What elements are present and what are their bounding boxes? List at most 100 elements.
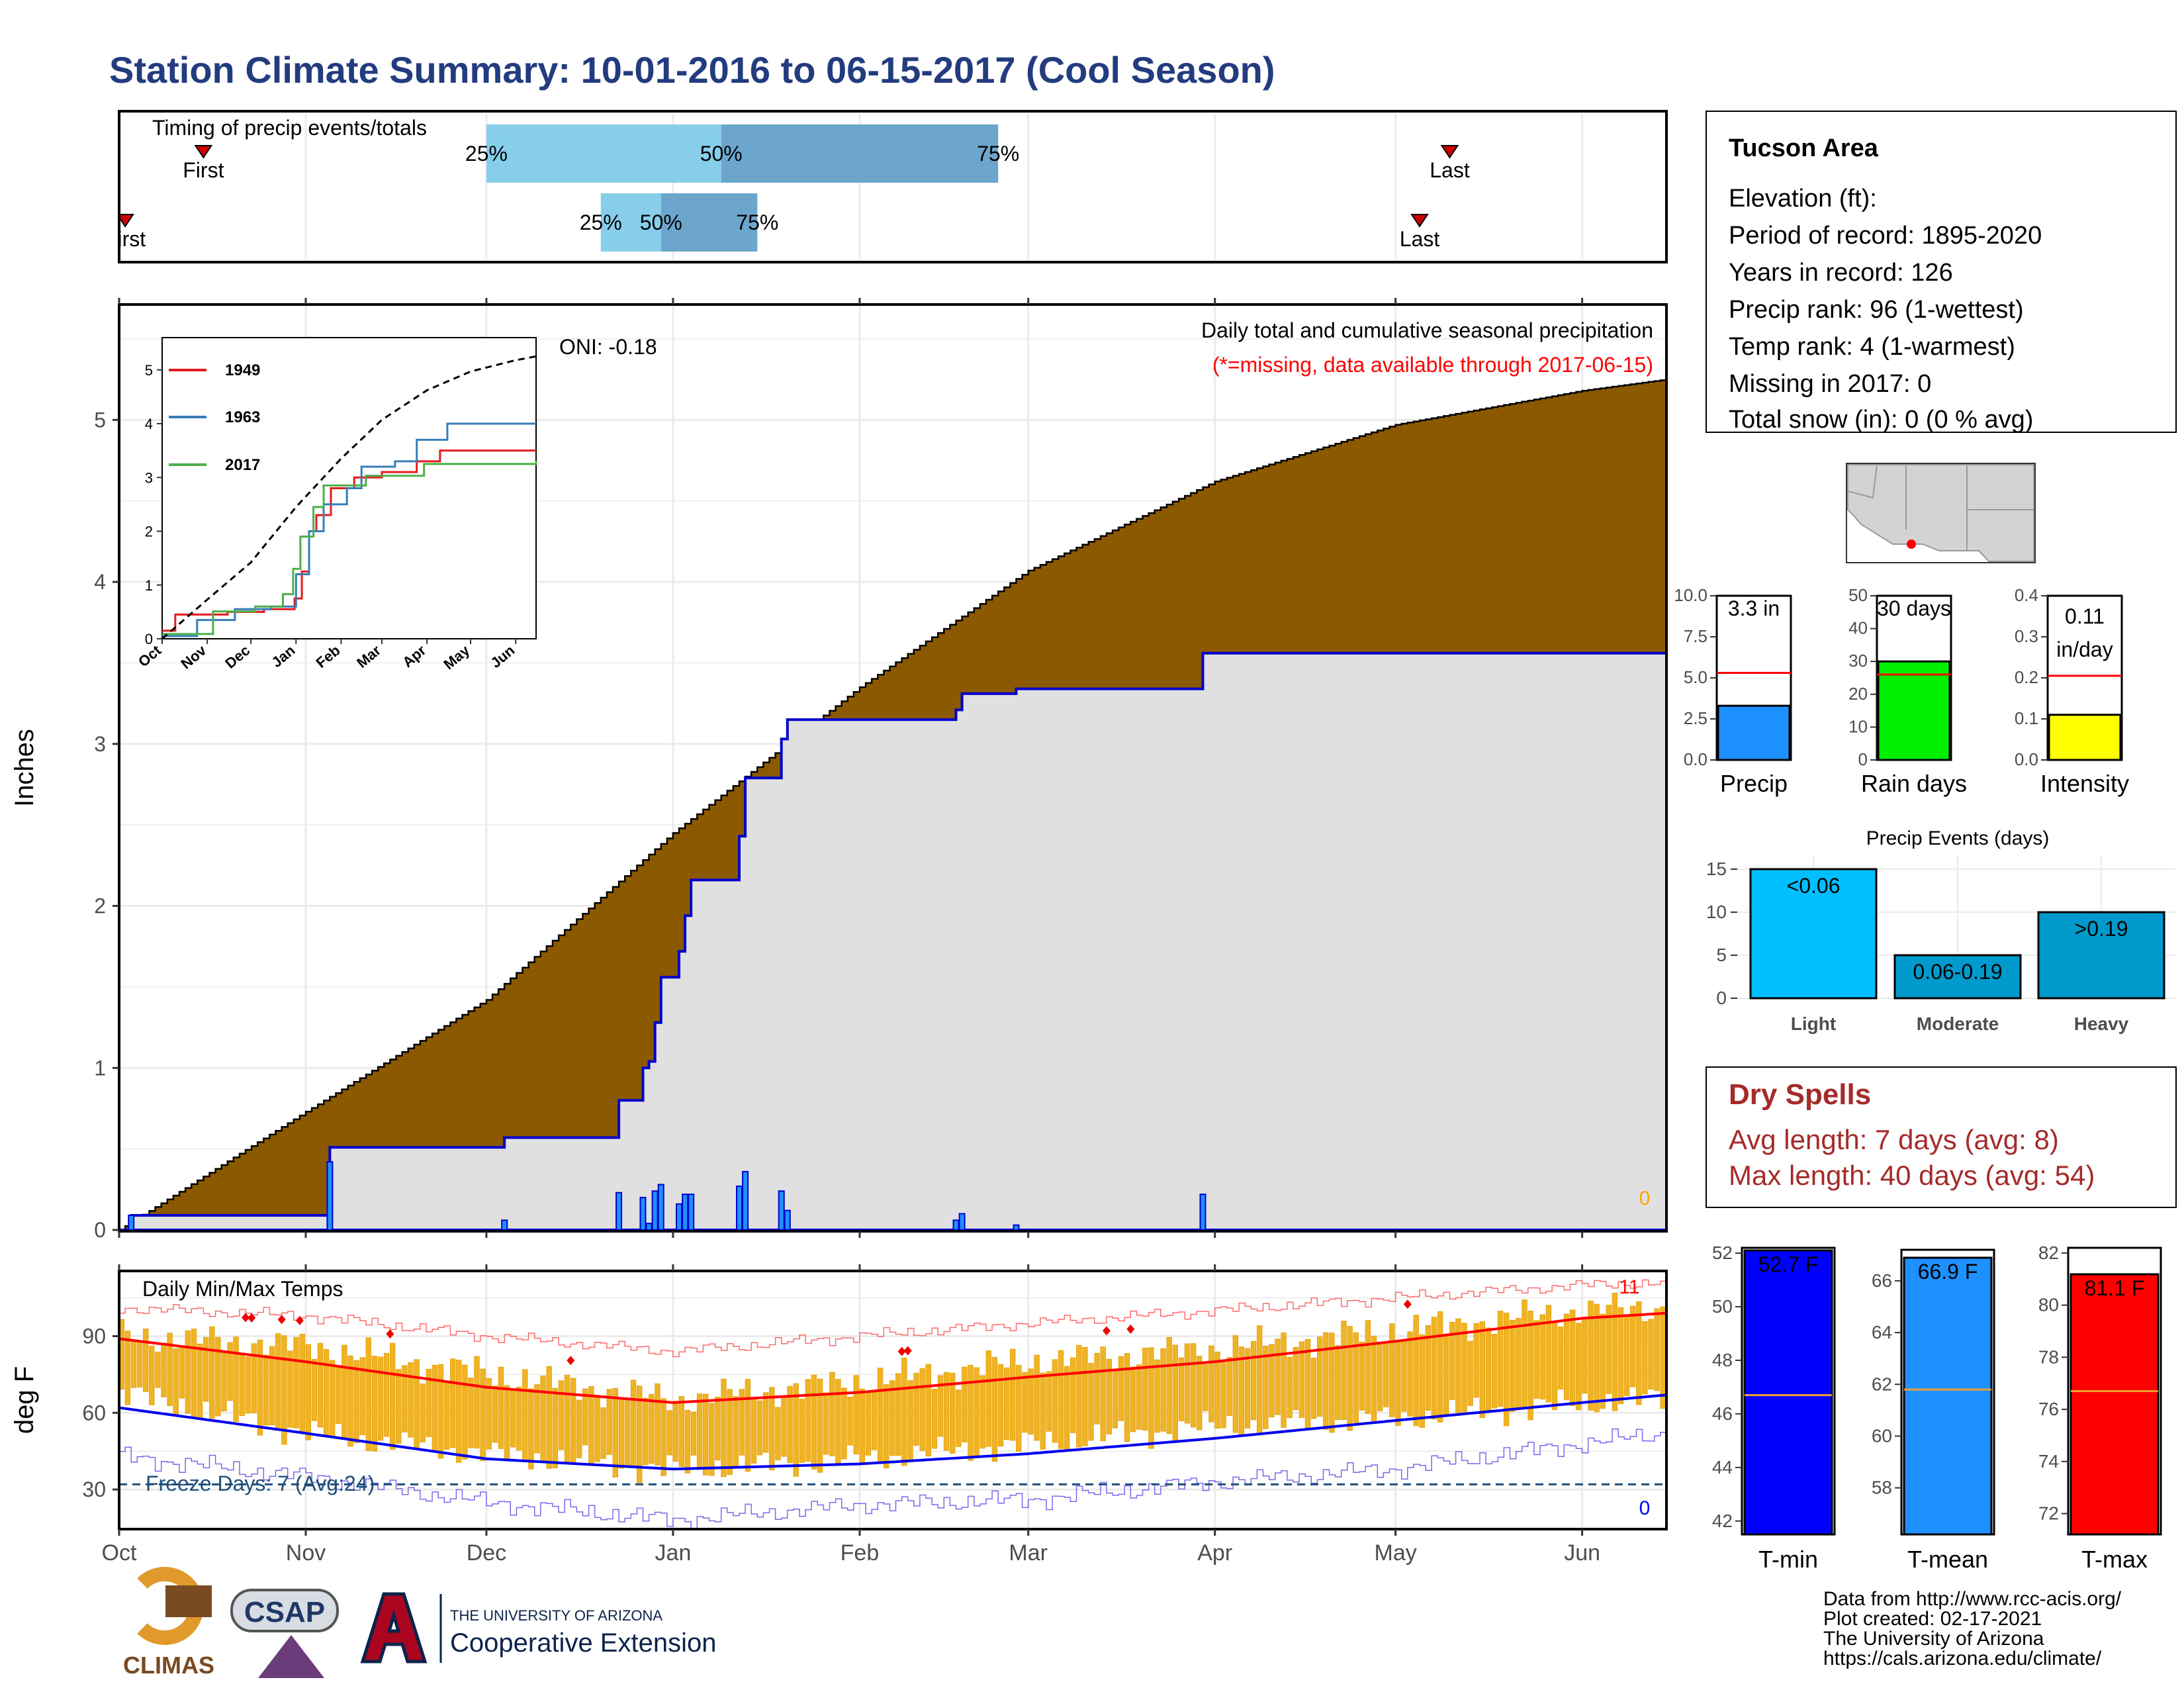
climas-logo: CLIMAS [123, 1567, 214, 1679]
daily-temp-bar [799, 1399, 805, 1463]
daily-temp-bar [1533, 1320, 1539, 1399]
record-low-count: 0 [1639, 1497, 1651, 1519]
daily-temp-bar [1479, 1321, 1485, 1418]
daily-temp-bar [257, 1339, 263, 1436]
daily-temp-bar [655, 1383, 660, 1466]
daily-temp-bar [1654, 1308, 1660, 1391]
timing-p25-label: 25% [465, 142, 508, 165]
inset-ytick-label: 5 [145, 362, 153, 379]
daily-temp-bar [426, 1368, 432, 1437]
mini-bar-tick-label: 0.1 [2015, 708, 2038, 728]
temp-panel: Daily Min/Max Temps Freeze Days: 7 (Avg:… [10, 1264, 1668, 1566]
daily-temp-bar [775, 1407, 781, 1460]
daily-temp-bar [696, 1393, 703, 1470]
events-ytick-label: 15 [1706, 859, 1727, 879]
daily-temp-bar [510, 1389, 516, 1448]
daily-temp-bar [1208, 1345, 1214, 1423]
temperature-bar-charts: 42 44 46 48 50 52 52.7 F T-min 58 60 62 64 66 66.9 F T… [1712, 1243, 2162, 1573]
daily-temp-bar [136, 1342, 143, 1387]
daily-temp-bar [1275, 1338, 1281, 1415]
mini-bar-value [1877, 660, 1951, 761]
daily-temp-bar [672, 1401, 678, 1462]
daily-temp-bar [383, 1352, 390, 1437]
daily-temp-bar [997, 1364, 1004, 1447]
daily-temp-bar [1257, 1325, 1263, 1435]
temp-bar-tick-label: 78 [2038, 1346, 2059, 1367]
mini-bar-value [2048, 714, 2122, 761]
daily-temp-bar [582, 1388, 588, 1446]
info-line-6: Missing in 2017: 0 [1729, 370, 1931, 398]
station-name: Tucson Area [1729, 134, 1879, 162]
mini-bar-value-label: 3.3 in [1728, 596, 1780, 620]
events-bar [1749, 868, 1878, 1000]
mini-bar-name: Precip [1720, 770, 1788, 797]
daily-temp-bar [612, 1387, 618, 1477]
mini-bar-tick-label: 2.5 [1684, 708, 1707, 728]
daily-temp-bar [1371, 1336, 1377, 1424]
mini-bar-name: Rain days [1861, 770, 1967, 797]
daily-temp-bar [221, 1350, 227, 1411]
daily-temp-bar [492, 1385, 498, 1443]
daily-temp-bar [402, 1365, 408, 1432]
daily-temp-bar [161, 1342, 167, 1397]
daily-temp-bar [1636, 1301, 1642, 1405]
daily-precip-bar [676, 1203, 683, 1231]
daily-temp-bar [468, 1378, 474, 1448]
daily-temp-bar [1142, 1348, 1148, 1431]
daily-temp-bar [1160, 1348, 1166, 1432]
mini-bar-value-label-unit: in/day [2056, 637, 2113, 661]
dry-max: Max length: 40 days (avg: 54) [1729, 1160, 2095, 1191]
cumulative-2017-area [119, 651, 1668, 1231]
daily-temp-bar [991, 1356, 998, 1462]
inset-ytick-label: 0 [145, 631, 153, 647]
daily-temp-bar [275, 1333, 281, 1430]
daily-temp-bar [287, 1350, 293, 1428]
daily-temp-bar [1569, 1309, 1576, 1407]
record-high-line [120, 1279, 1665, 1358]
daily-temp-bar [763, 1392, 769, 1453]
daily-temp-bar [1425, 1325, 1432, 1411]
daily-temp-bar [1617, 1307, 1624, 1405]
daily-temp-bar [1136, 1364, 1142, 1430]
temp-bar-tick-label: 80 [2038, 1295, 2059, 1315]
main-ytick-label: 4 [94, 570, 106, 594]
daily-temp-bar [1335, 1345, 1341, 1421]
daily-temp-bar [1034, 1354, 1040, 1441]
daily-temp-bar [167, 1333, 173, 1407]
daily-temp-bar [1413, 1315, 1419, 1427]
daily-temp-bar [1383, 1343, 1389, 1407]
record-high-marker [1102, 1326, 1111, 1336]
daily-temp-bar [540, 1375, 546, 1463]
daily-temp-bar [1467, 1340, 1473, 1406]
daily-temp-bar [480, 1368, 486, 1462]
daily-temp-bar [787, 1385, 793, 1464]
daily-temp-bar [191, 1329, 197, 1419]
daily-temp-bar [299, 1334, 305, 1434]
daily-temp-bar [931, 1388, 938, 1449]
mini-bar-tick-label: 50 [1848, 585, 1868, 605]
daily-temp-bar [727, 1389, 733, 1476]
daily-temp-bar [443, 1381, 450, 1450]
daily-temp-bar [733, 1396, 739, 1468]
events-ytick-label: 5 [1716, 945, 1727, 965]
timing-bar-25-50 [600, 193, 661, 252]
daily-temp-bar [347, 1355, 353, 1447]
daily-temp-bar [1287, 1356, 1293, 1419]
daily-temp-bar [1551, 1321, 1558, 1410]
temp-bar-tick-label: 76 [2038, 1399, 2059, 1419]
daily-temp-bar [576, 1399, 582, 1458]
daily-temp-bar [979, 1375, 985, 1449]
timing-row-label: Avg [71, 142, 107, 165]
ua-extension-text: Cooperative Extension [450, 1628, 716, 1658]
temp-xtick-label: Jun [1564, 1540, 1600, 1566]
daily-temp-bar [684, 1409, 691, 1474]
record-high-marker [897, 1346, 906, 1356]
daily-temp-bar [1557, 1327, 1564, 1390]
daily-temp-bar [1503, 1313, 1510, 1427]
daily-temp-bar [239, 1353, 245, 1417]
daily-temp-bar [811, 1374, 817, 1470]
daily-temp-bar [1082, 1346, 1088, 1446]
daily-temp-bar [835, 1379, 841, 1464]
events-bar [1893, 954, 2022, 1000]
inset-legend-label: 2017 [225, 456, 260, 474]
